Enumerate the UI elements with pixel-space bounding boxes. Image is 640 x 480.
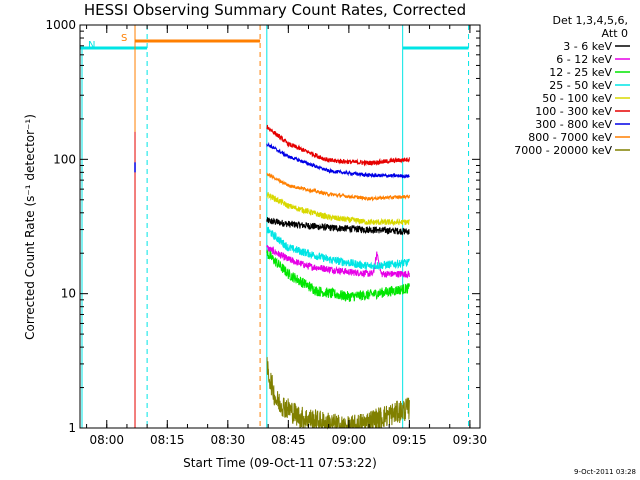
- y-tick-label: 100: [53, 152, 76, 166]
- legend-label: 25 - 50 keV: [549, 79, 612, 92]
- series-trace-1: [266, 217, 410, 236]
- series-trace-4: [266, 226, 410, 271]
- legend-header-line-2: Att 0: [602, 27, 628, 40]
- x-tick-label: 09:15: [392, 433, 427, 447]
- legend-label: 6 - 12 keV: [556, 53, 612, 66]
- y-axis-label: Corrected Count Rate (s⁻¹ detector⁻¹): [23, 114, 37, 340]
- x-axis-label: Start Time (09-Oct-11 07:53:22): [183, 456, 377, 470]
- legend-label: 12 - 25 keV: [549, 66, 612, 79]
- x-tick-label: 09:30: [453, 433, 488, 447]
- series-trace-3: [266, 249, 410, 303]
- x-tick-label: 09:00: [332, 433, 367, 447]
- date-stamp: 9-Oct-2011 03:28: [574, 468, 636, 476]
- x-tick-label: 08:30: [211, 433, 246, 447]
- series-trace-8: [266, 172, 410, 202]
- x-tick-label: 08:15: [150, 433, 185, 447]
- legend-label: 50 - 100 keV: [542, 92, 612, 105]
- legend-label: 100 - 300 keV: [535, 105, 612, 118]
- series-trace-5: [266, 192, 410, 227]
- x-tick-label: 08:00: [89, 433, 124, 447]
- y-tick-label: 1000: [45, 18, 76, 32]
- series-trace-6: [266, 124, 410, 167]
- legend-header-line-1: Det 1,3,4,5,6,: [552, 14, 628, 27]
- y-tick-label: 1: [68, 421, 76, 435]
- legend-label: 300 - 800 keV: [535, 118, 612, 131]
- x-tick-label: 08:45: [271, 433, 306, 447]
- legend-label: 7000 - 20000 keV: [514, 144, 612, 157]
- plot-frame: [79, 24, 481, 429]
- annotation-label-n: N: [88, 40, 95, 51]
- plot-area: SN: [80, 25, 470, 430]
- legend-label: 3 - 6 keV: [563, 40, 612, 53]
- axes: 1 10 100 1000 08:00 08:15 08:30 08:45 09:00 09:15…: [45, 18, 487, 447]
- series-trace-7: [266, 141, 410, 179]
- legend-label: 800 - 7000 keV: [528, 131, 612, 144]
- y-tick-label: 10: [61, 287, 76, 301]
- annotation-label-s: S: [121, 33, 127, 44]
- series-trace-2: [266, 244, 410, 279]
- series-trace-9: [266, 356, 410, 430]
- chart-title: HESSI Observing Summary Count Rates, Cor…: [84, 1, 466, 19]
